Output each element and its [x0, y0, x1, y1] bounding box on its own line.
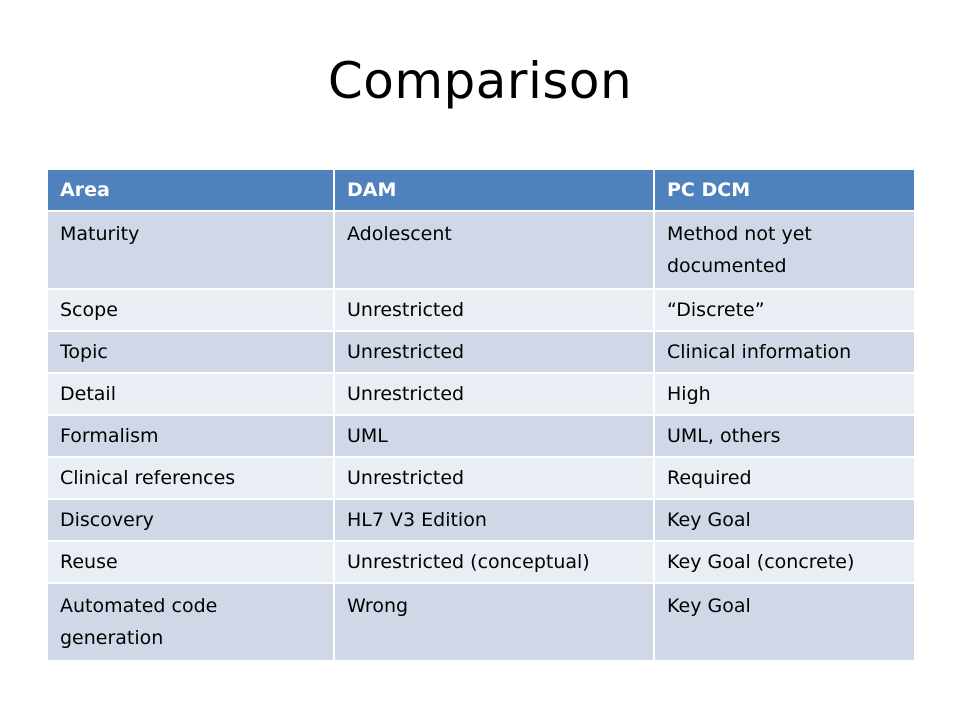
table-cell: Automated code generation — [46, 582, 335, 662]
table-cell: Required — [653, 456, 916, 500]
table-row: Maturity Adolescent Method not yet docum… — [46, 210, 916, 290]
table-cell: Formalism — [46, 414, 335, 458]
table-cell: Wrong — [333, 582, 655, 662]
table-cell: Unrestricted — [333, 330, 655, 374]
table-row: Formalism UML UML, others — [46, 414, 916, 458]
table-cell: Detail — [46, 372, 335, 416]
table-cell: Clinical references — [46, 456, 335, 500]
header-area: Area — [46, 168, 335, 212]
table-cell: Key Goal — [653, 498, 916, 542]
table-cell: Key Goal — [653, 582, 916, 662]
table-row: Automated code generation Wrong Key Goal — [46, 582, 916, 662]
table-cell: Unrestricted — [333, 372, 655, 416]
table-cell: Unrestricted — [333, 288, 655, 332]
table-cell: HL7 V3 Edition — [333, 498, 655, 542]
table-cell: Maturity — [46, 210, 335, 290]
table-cell: High — [653, 372, 916, 416]
table-cell: Unrestricted — [333, 456, 655, 500]
table-cell: Clinical information — [653, 330, 916, 374]
table-cell: Scope — [46, 288, 335, 332]
table-row: Scope Unrestricted “Discrete” — [46, 288, 916, 332]
table-cell: Reuse — [46, 540, 335, 584]
table-row: Clinical references Unrestricted Require… — [46, 456, 916, 500]
header-pc-dcm: PC DCM — [653, 168, 916, 212]
slide-title: Comparison — [327, 52, 633, 110]
table-header-row: Area DAM PC DCM — [46, 168, 916, 212]
comparison-table: Area DAM PC DCM Maturity Adolescent Meth… — [46, 168, 916, 662]
table-cell: Unrestricted (conceptual) — [333, 540, 655, 584]
table-row: Topic Unrestricted Clinical information — [46, 330, 916, 374]
table-row: Detail Unrestricted High — [46, 372, 916, 416]
table-cell: Topic — [46, 330, 335, 374]
table-row: Discovery HL7 V3 Edition Key Goal — [46, 498, 916, 542]
table-row: Reuse Unrestricted (conceptual) Key Goal… — [46, 540, 916, 584]
table-cell: Adolescent — [333, 210, 655, 290]
table-cell: Discovery — [46, 498, 335, 542]
table-cell: UML, others — [653, 414, 916, 458]
table-cell: Method not yet documented — [653, 210, 916, 290]
header-dam: DAM — [333, 168, 655, 212]
table-cell: UML — [333, 414, 655, 458]
table-cell: “Discrete” — [653, 288, 916, 332]
table-cell: Key Goal (concrete) — [653, 540, 916, 584]
